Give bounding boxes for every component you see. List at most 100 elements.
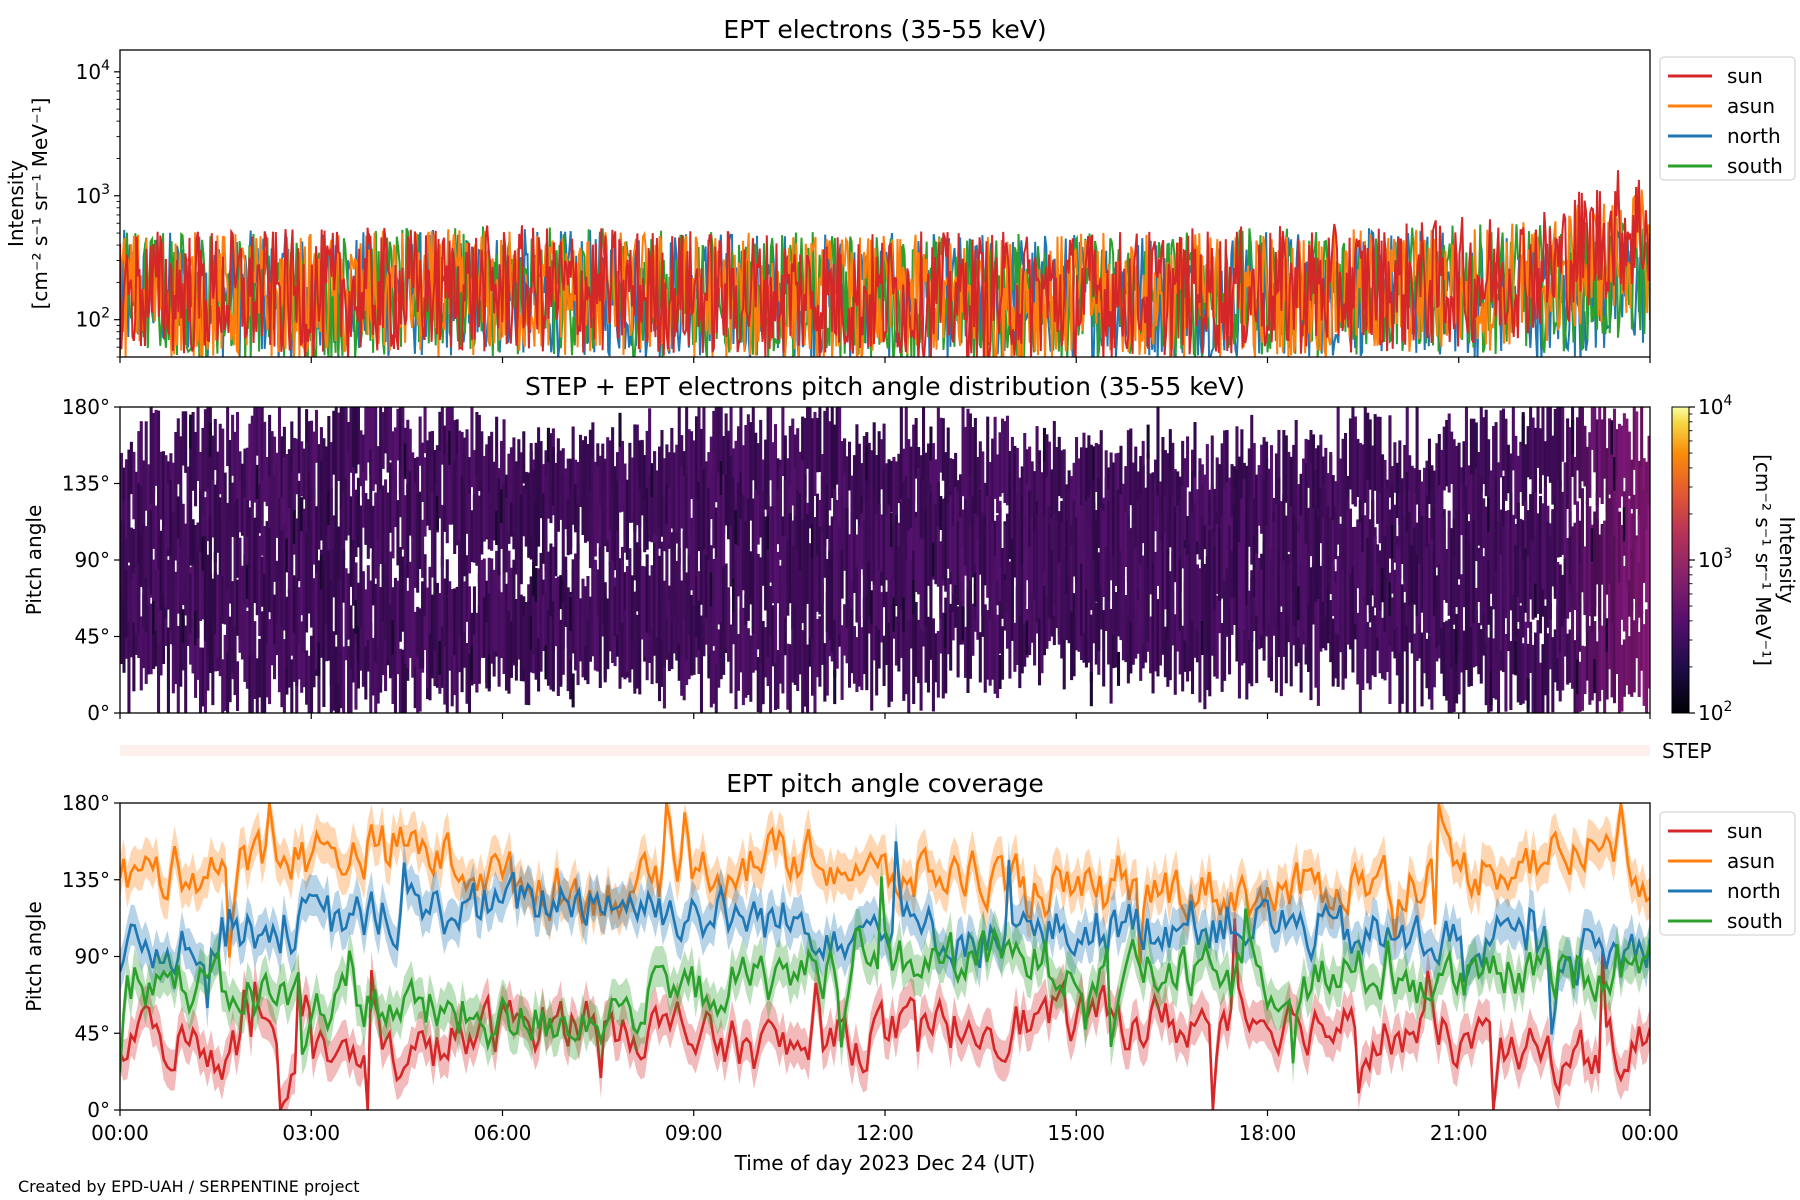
pad-cell (1561, 491, 1565, 555)
pad-cell (1186, 436, 1190, 488)
pad-cell (1435, 443, 1439, 533)
pad-cell (697, 407, 701, 492)
pad-cell (1422, 467, 1427, 531)
pad-cell (1119, 550, 1123, 641)
pad-cell (971, 427, 975, 523)
pad-cell (1020, 496, 1024, 566)
pad-cell (833, 520, 837, 620)
pad-cell (914, 602, 918, 677)
step-label: STEP (1662, 739, 1712, 763)
pad-cell (470, 612, 474, 673)
pad-cell (919, 538, 923, 630)
pad-cell (1255, 600, 1259, 684)
intensity-legend-label-north: north (1727, 124, 1781, 148)
pad-cell (1551, 637, 1555, 713)
pad-cell (744, 520, 748, 625)
pad-cell (818, 526, 822, 615)
pad-cell (120, 452, 124, 535)
pad-cell (968, 526, 972, 582)
pad-cell (690, 594, 694, 676)
pad-cell (1462, 441, 1466, 498)
pad-cell (912, 579, 916, 614)
pad-cell (1134, 446, 1138, 548)
pad-cell (137, 562, 141, 634)
pad-cell (248, 423, 252, 501)
pad-cell (152, 486, 156, 549)
pad-cell (931, 443, 935, 506)
pad-cell (314, 409, 319, 463)
pad-cell (327, 550, 331, 651)
pad-cell (1062, 559, 1066, 640)
pad-cell (924, 608, 928, 683)
pad-cell (1625, 418, 1629, 523)
pad-cell (189, 573, 193, 634)
pad-cell (773, 465, 778, 566)
pad-cell (709, 572, 713, 607)
pad-cell (653, 451, 657, 535)
pad-cell (475, 612, 479, 691)
pad-cell (329, 579, 333, 686)
pad-cell (1558, 613, 1562, 702)
pad-cell (1610, 603, 1614, 698)
pad-cell (1479, 548, 1483, 626)
pad-cell (1457, 442, 1461, 532)
pad-cell (1008, 470, 1012, 560)
pad-cell (354, 407, 358, 474)
pad-cell (297, 587, 301, 645)
pad-cell (852, 455, 856, 533)
pad-cell (926, 616, 931, 693)
pad-cell (1000, 626, 1005, 680)
pad-cell (1467, 541, 1471, 639)
pad-cell (571, 673, 575, 708)
pad-cell (1509, 641, 1513, 711)
pad-cell (882, 423, 886, 489)
pad-cell (1356, 519, 1360, 589)
pad-cell (1220, 514, 1224, 599)
pad-cell (1363, 592, 1367, 649)
pad-cell (645, 554, 649, 633)
pad-cell (712, 410, 716, 483)
intensity-legend-label-asun: asun (1727, 94, 1775, 118)
pad-cell (729, 455, 733, 534)
pad-cell (1450, 562, 1454, 669)
pad-cell (976, 457, 980, 560)
pad-cell (1225, 482, 1229, 590)
pad-cell (371, 637, 375, 696)
pad-cell (761, 459, 765, 508)
pad-cell (1612, 457, 1617, 492)
pad-cell (1302, 532, 1306, 632)
pad-cell (1299, 515, 1303, 577)
pad-cell (712, 559, 716, 647)
pad-cell (322, 561, 326, 641)
pad-cell (507, 550, 511, 649)
pad-cell (1158, 541, 1162, 621)
pad-cell (1136, 501, 1140, 590)
pad-cell (374, 492, 378, 579)
pad-cell (1230, 517, 1234, 576)
pad-cell (833, 593, 837, 678)
pad-cell (1304, 543, 1308, 649)
pad-cell (823, 643, 827, 702)
pad-cell (936, 482, 940, 533)
pad-cell (1630, 550, 1634, 612)
pad-cell (801, 630, 805, 713)
pad-cell (1181, 520, 1185, 569)
pad-cell (273, 620, 277, 680)
pad-cell (719, 487, 723, 575)
pad-cell (480, 431, 484, 527)
pad-cell (1156, 517, 1160, 585)
pad-cell (583, 436, 588, 535)
pad-cell (776, 551, 780, 604)
pad-cell (1052, 517, 1056, 605)
pad-cell (1526, 643, 1530, 709)
pad-cell (1425, 547, 1429, 633)
pad-cell (1388, 612, 1392, 704)
pad-cell (1617, 628, 1621, 713)
pad-cell (332, 549, 336, 598)
pad-cell (593, 505, 597, 557)
pad-cell (1060, 576, 1064, 659)
pad-cell (825, 592, 829, 696)
coverage-axes: 0°45°90°135°180°00:00 03:00 06:00 09:00 12:0… (22, 791, 1679, 1145)
pad-cell (880, 592, 884, 643)
pad-cell (1030, 461, 1034, 548)
